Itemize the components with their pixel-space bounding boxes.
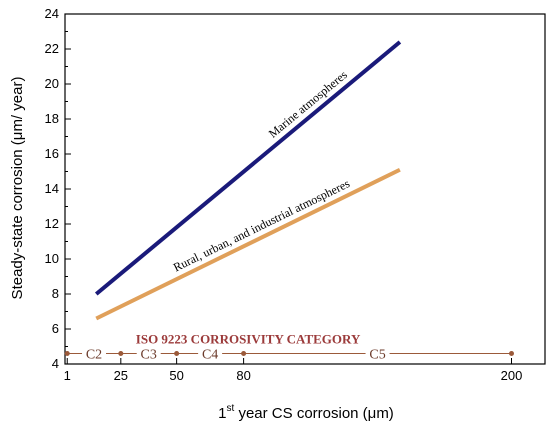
plot-frame xyxy=(64,13,546,365)
corrosivity-label-bg xyxy=(198,345,223,362)
x-axis-title-rest: year CS corrosion (μm) xyxy=(234,405,394,422)
x-tick-label: 80 xyxy=(236,368,250,383)
axes: 4 6 8 10 12 14 16 18 20 22 24 1 25 50 80 200 xyxy=(45,6,546,383)
y-tick-label: 20 xyxy=(45,76,59,91)
series-line-2 xyxy=(95,167,401,321)
y-tick-label: 24 xyxy=(45,6,59,21)
plot-area: Marine atmospheres Rural, urban, and indu… xyxy=(64,40,515,363)
y-tick-label: 22 xyxy=(45,41,59,56)
corrosivity-category-c2: C2 xyxy=(86,348,102,363)
corrosivity-marker xyxy=(64,351,70,356)
y-axis-title: Steady-state corrosion (μm/ year) xyxy=(9,77,26,300)
x-tick-label: 50 xyxy=(169,368,183,383)
series-line-1 xyxy=(94,40,402,296)
x-tick-label: 1 xyxy=(64,368,71,383)
corrosivity-title: ISO 9223 CORROSIVITY CATEGORY xyxy=(136,332,361,347)
y-tick-label: 14 xyxy=(45,181,59,196)
y-tick-label: 12 xyxy=(45,216,59,231)
y-tick-label: 16 xyxy=(45,146,59,161)
corrosivity-label-bg xyxy=(82,345,107,362)
y-tick-label: 10 xyxy=(45,251,59,266)
x-axis-title-sup: st xyxy=(227,403,235,414)
series-label-1: Marine atmospheres xyxy=(266,67,350,140)
corrosivity-marker xyxy=(241,351,247,356)
corrosivity-marker xyxy=(174,351,180,356)
y-tick-label: 4 xyxy=(52,356,59,371)
x-axis-title: 1st year CS corrosion (μm) xyxy=(218,403,394,422)
corrosivity-category-c3: C3 xyxy=(141,348,157,363)
corrosivity-label-bg xyxy=(365,345,390,362)
corrosivity-category-c4: C4 xyxy=(202,348,218,363)
y-tick-label: 6 xyxy=(52,321,59,336)
x-axis-title-main: 1 xyxy=(218,405,226,422)
y-tick-label: 18 xyxy=(45,111,59,126)
y-tick-label: 8 xyxy=(52,286,59,301)
corrosivity-label-bg xyxy=(136,345,161,362)
x-tick-label: 200 xyxy=(501,368,523,383)
x-tick-label: 25 xyxy=(114,368,128,383)
corrosivity-category-c5: C5 xyxy=(369,348,385,363)
corrosivity-marker xyxy=(509,351,515,356)
corrosivity-marker xyxy=(118,351,124,356)
series-label-2: Rural, urban, and industrial atmospheres xyxy=(171,176,352,274)
